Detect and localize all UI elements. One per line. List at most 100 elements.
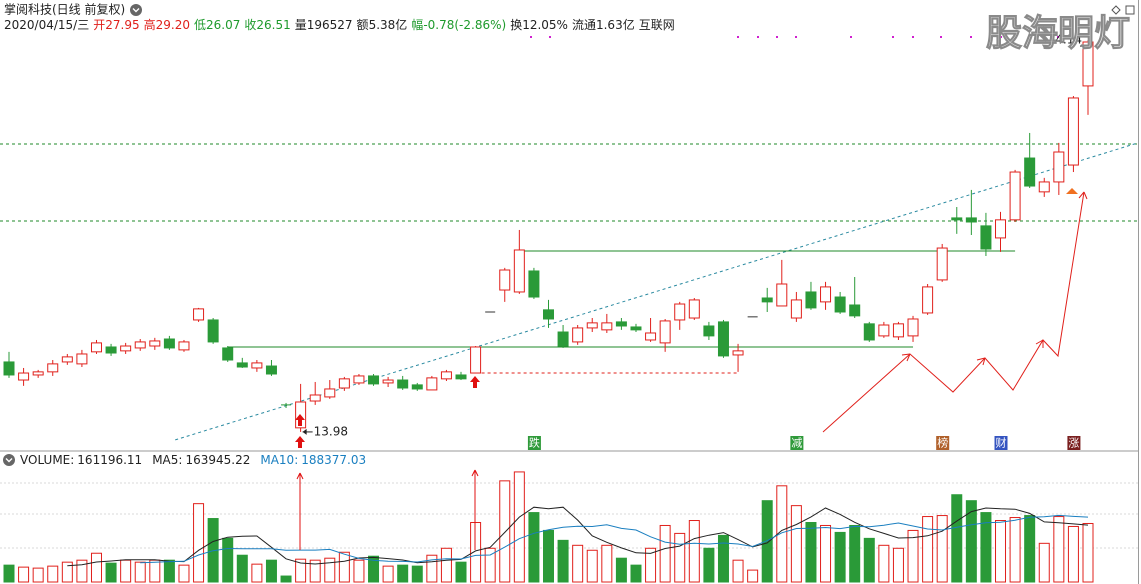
annotation-arrowhead <box>302 428 307 435</box>
candle-body <box>965 217 977 223</box>
candle-body <box>790 299 802 319</box>
candle-body <box>470 346 482 374</box>
volume-bar <box>965 500 977 583</box>
candle-body <box>732 350 744 356</box>
candle-body <box>426 377 438 391</box>
candle-body <box>688 299 700 319</box>
info-label: 收 <box>244 18 256 32</box>
candle-body <box>178 341 190 351</box>
volume-bar <box>513 471 525 583</box>
corner-icon[interactable] <box>1111 5 1121 15</box>
volume-bar <box>776 485 788 583</box>
volume-bar <box>3 564 15 583</box>
volume-bar <box>543 529 554 583</box>
dot <box>850 36 852 38</box>
candle-body <box>892 323 904 338</box>
volume-bar <box>951 494 963 583</box>
volume-bar <box>980 512 992 583</box>
candle-body <box>32 371 44 376</box>
ma-line <box>67 506 1089 567</box>
volume-bar <box>382 565 394 583</box>
candle-body <box>455 374 467 380</box>
volume-bar <box>236 554 248 583</box>
candle-body <box>222 347 234 361</box>
candle-body <box>207 319 219 343</box>
candle-body <box>659 320 671 344</box>
candle-body <box>309 394 321 402</box>
candle-body <box>572 327 584 343</box>
candle-body <box>324 388 336 398</box>
info-label: 换 <box>510 18 522 32</box>
info-label: 开 <box>93 18 105 32</box>
legend-name: MA10: <box>260 453 298 467</box>
volume-arrows <box>296 469 479 550</box>
candle-body <box>47 363 59 373</box>
volume-bar <box>368 555 380 583</box>
volume-bar <box>528 512 540 583</box>
volume-bar <box>163 559 175 583</box>
menu-icon-chevron <box>132 8 140 13</box>
dot <box>530 36 532 38</box>
volume-bar <box>863 537 875 583</box>
info-label: 量 <box>295 18 307 32</box>
volume-bar <box>295 558 307 583</box>
volume-bar <box>178 564 190 583</box>
volume-legend: VOLUME: 161196.11 MA5: 163945.22 MA10: 188377… <box>20 453 366 467</box>
event-badge <box>790 436 804 450</box>
candle-body <box>411 384 423 390</box>
candle-body <box>717 321 729 357</box>
volume-bar <box>47 565 59 583</box>
volume-bar <box>615 557 627 583</box>
volume-bar <box>1053 516 1065 583</box>
volume-bar <box>76 559 88 583</box>
candle-body <box>615 321 627 327</box>
event-badge <box>1067 436 1081 450</box>
volume-bar <box>1067 525 1079 583</box>
volume-bar <box>820 524 832 583</box>
candle-body <box>149 340 161 347</box>
volume-bar <box>688 520 700 583</box>
volume-bar <box>601 544 613 583</box>
info-label: 额 <box>357 18 369 32</box>
volume-bar <box>892 547 904 583</box>
dot <box>892 36 894 38</box>
volume-bar <box>353 559 365 583</box>
candle-body <box>645 332 657 341</box>
event-label: 减 <box>791 437 802 450</box>
candle-body <box>630 326 642 331</box>
volume-bar <box>265 559 277 583</box>
info-value: 1.63亿 <box>596 17 635 32</box>
dot <box>549 36 551 38</box>
volume-bar <box>703 547 715 583</box>
corner-icon[interactable] <box>1125 5 1135 15</box>
candle-body <box>980 225 992 250</box>
candle-body <box>163 338 175 349</box>
candle-body <box>499 269 511 291</box>
volume-menu-icon[interactable] <box>3 454 15 466</box>
volume-bar <box>878 544 890 583</box>
dot <box>1000 36 1002 38</box>
candle-body <box>513 249 525 293</box>
volume-bar <box>586 549 598 583</box>
event-label: 财 <box>996 436 1007 450</box>
info-value: 29.20 <box>156 18 190 32</box>
candle-body <box>193 308 205 321</box>
chart-title: 掌阅科技(日线 前复权) <box>4 2 125 17</box>
volume-bar <box>907 529 919 583</box>
candle-body <box>995 219 1007 239</box>
menu-icon[interactable] <box>130 4 142 16</box>
volume-bar <box>849 524 861 583</box>
volume-bar <box>1009 517 1021 583</box>
volume-bar <box>397 564 409 583</box>
candle-body <box>368 375 380 385</box>
volume-bar <box>732 559 744 583</box>
candle-body <box>1024 157 1036 187</box>
volume-bar <box>120 559 132 583</box>
event-label: 涨 <box>1068 437 1079 450</box>
volume-bar <box>674 532 686 583</box>
date: 2020/04/15/三 <box>4 18 89 32</box>
volume-bar <box>193 503 205 583</box>
volume-bar <box>499 480 511 583</box>
legend-name: VOLUME: <box>20 453 74 467</box>
volume-bar <box>280 575 292 583</box>
